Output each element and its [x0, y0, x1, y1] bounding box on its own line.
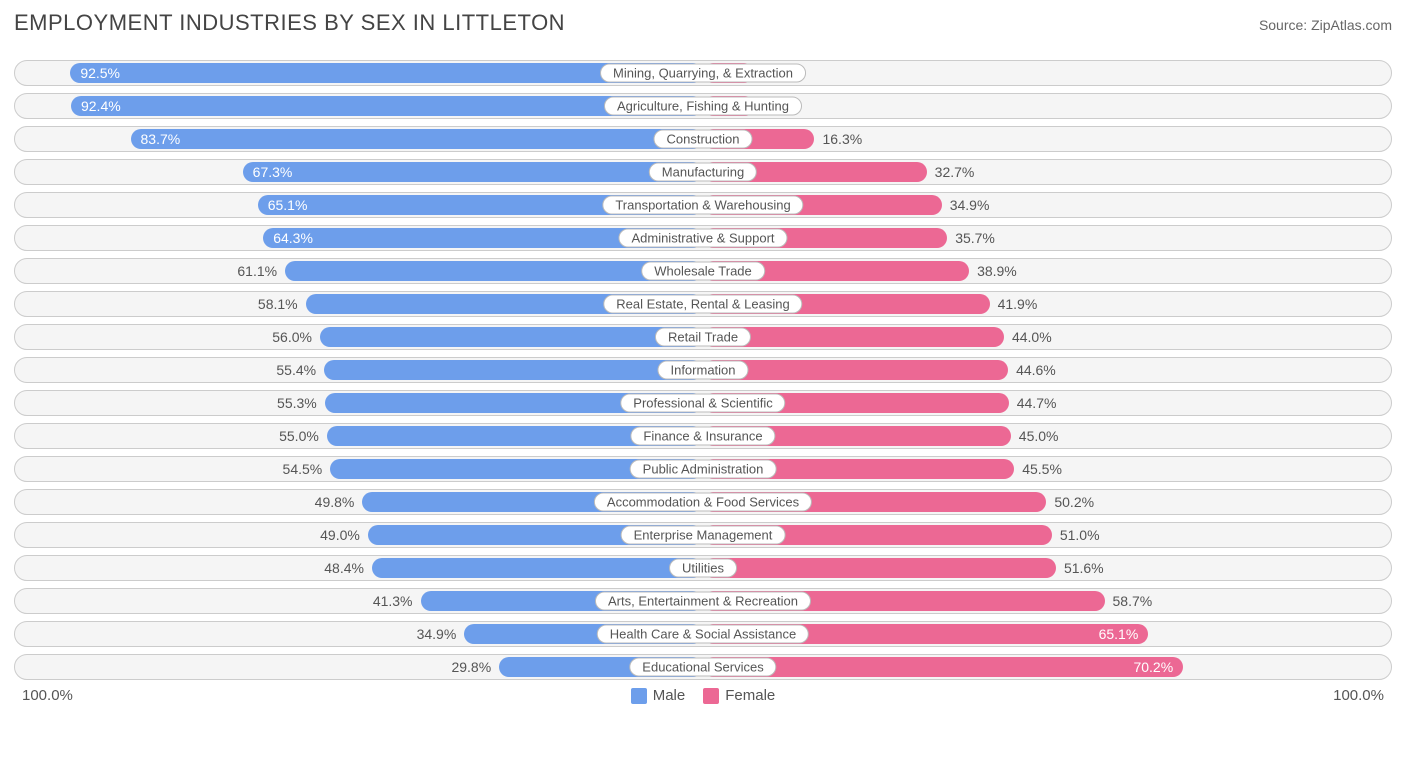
axis-right-label: 100.0%: [1333, 687, 1384, 704]
male-pct-label: 55.3%: [277, 395, 317, 411]
male-pct-label: 92.5%: [80, 65, 120, 81]
diverging-bar-chart: 92.5%7.5%Mining, Quarrying, & Extraction…: [14, 60, 1392, 680]
legend-male: Male: [631, 687, 686, 704]
bar-row: 48.4% 51.6% Utilities: [14, 555, 1392, 581]
female-pct-label: 70.2%: [1133, 659, 1173, 675]
category-label: Accommodation & Food Services: [594, 493, 812, 512]
bar-row: 56.0% 44.0% Retail Trade: [14, 324, 1392, 350]
male-pct-label: 83.7%: [141, 131, 181, 147]
bar-row: 58.1% 41.9% Real Estate, Rental & Leasing: [14, 291, 1392, 317]
category-label: Finance & Insurance: [630, 427, 775, 446]
axis-left-label: 100.0%: [22, 687, 73, 704]
female-pct-label: 51.6%: [1064, 560, 1104, 576]
male-pct-label: 56.0%: [272, 329, 312, 345]
category-label: Professional & Scientific: [620, 394, 785, 413]
female-pct-label: 45.5%: [1022, 461, 1062, 477]
category-label: Public Administration: [630, 460, 777, 479]
bar-row: 65.1% 34.9% Transportation & Warehousing: [14, 192, 1392, 218]
female-pct-label: 51.0%: [1060, 527, 1100, 543]
category-label: Real Estate, Rental & Leasing: [603, 295, 802, 314]
bar-row: 55.4% 44.6% Information: [14, 357, 1392, 383]
female-pct-label: 34.9%: [950, 197, 990, 213]
category-label: Arts, Entertainment & Recreation: [595, 592, 811, 611]
bar-row: 49.8% 50.2% Accommodation & Food Services: [14, 489, 1392, 515]
bar-row: 92.4%7.6%Agriculture, Fishing & Hunting: [14, 93, 1392, 119]
bar-row: 61.1% 38.9% Wholesale Trade: [14, 258, 1392, 284]
male-pct-label: 67.3%: [253, 164, 293, 180]
male-pct-label: 41.3%: [373, 593, 413, 609]
legend-swatch-male: [631, 688, 647, 704]
male-pct-label: 34.9%: [417, 626, 457, 642]
legend: Male Female: [631, 687, 776, 704]
category-label: Enterprise Management: [621, 526, 786, 545]
bar-row: 29.8% 70.2% Educational Services: [14, 654, 1392, 680]
bar-row: 64.3% 35.7% Administrative & Support: [14, 225, 1392, 251]
category-label: Construction: [654, 130, 753, 149]
bar-row: 34.9% 65.1% Health Care & Social Assistanc…: [14, 621, 1392, 647]
category-label: Utilities: [669, 559, 737, 578]
category-label: Wholesale Trade: [641, 262, 765, 281]
male-bar: [372, 558, 703, 578]
female-pct-label: 16.3%: [822, 131, 862, 147]
male-pct-label: 61.1%: [237, 263, 277, 279]
bar-row: 55.0% 45.0% Finance & Insurance: [14, 423, 1392, 449]
male-bar: [243, 162, 703, 182]
bar-row: 83.7% 16.3% Construction: [14, 126, 1392, 152]
category-label: Health Care & Social Assistance: [597, 625, 809, 644]
male-pct-label: 55.0%: [279, 428, 319, 444]
bar-row: 54.5% 45.5% Public Administration: [14, 456, 1392, 482]
legend-female-label: Female: [725, 687, 775, 704]
male-bar: [131, 129, 704, 149]
female-bar: [703, 360, 1008, 380]
female-pct-label: 50.2%: [1054, 494, 1094, 510]
category-label: Retail Trade: [655, 328, 751, 347]
female-pct-label: 58.7%: [1113, 593, 1153, 609]
bar-row: 41.3% 58.7% Arts, Entertainment & Recreati…: [14, 588, 1392, 614]
bar-row: 67.3% 32.7% Manufacturing: [14, 159, 1392, 185]
category-label: Mining, Quarrying, & Extraction: [600, 64, 806, 83]
category-label: Information: [657, 361, 748, 380]
female-pct-label: 38.9%: [977, 263, 1017, 279]
female-pct-label: 41.9%: [998, 296, 1038, 312]
female-pct-label: 44.0%: [1012, 329, 1052, 345]
category-label: Administrative & Support: [618, 229, 787, 248]
male-pct-label: 54.5%: [283, 461, 323, 477]
male-pct-label: 29.8%: [451, 659, 491, 675]
male-bar: [320, 327, 703, 347]
category-label: Transportation & Warehousing: [602, 196, 803, 215]
legend-female: Female: [703, 687, 775, 704]
chart-footer: 100.0% Male Female 100.0%: [14, 687, 1392, 704]
male-pct-label: 49.8%: [315, 494, 355, 510]
category-label: Agriculture, Fishing & Hunting: [604, 97, 802, 116]
legend-swatch-female: [703, 688, 719, 704]
chart-source: Source: ZipAtlas.com: [1259, 17, 1392, 33]
category-label: Manufacturing: [649, 163, 757, 182]
female-bar: [703, 558, 1056, 578]
male-pct-label: 58.1%: [258, 296, 298, 312]
male-pct-label: 65.1%: [268, 197, 308, 213]
legend-male-label: Male: [653, 687, 686, 704]
male-pct-label: 64.3%: [273, 230, 313, 246]
female-pct-label: 44.6%: [1016, 362, 1056, 378]
female-pct-label: 65.1%: [1099, 626, 1139, 642]
male-bar: [324, 360, 703, 380]
chart-title: EMPLOYMENT INDUSTRIES BY SEX IN LITTLETO…: [14, 10, 565, 36]
bar-row: 49.0% 51.0% Enterprise Management: [14, 522, 1392, 548]
female-pct-label: 45.0%: [1019, 428, 1059, 444]
bar-row: 55.3% 44.7% Professional & Scientific: [14, 390, 1392, 416]
bar-row: 92.5%7.5%Mining, Quarrying, & Extraction: [14, 60, 1392, 86]
male-pct-label: 49.0%: [320, 527, 360, 543]
female-pct-label: 44.7%: [1017, 395, 1057, 411]
female-pct-label: 35.7%: [955, 230, 995, 246]
male-pct-label: 92.4%: [81, 98, 121, 114]
female-pct-label: 32.7%: [935, 164, 975, 180]
male-pct-label: 48.4%: [324, 560, 364, 576]
chart-header: EMPLOYMENT INDUSTRIES BY SEX IN LITTLETO…: [14, 10, 1392, 36]
category-label: Educational Services: [629, 658, 776, 677]
male-pct-label: 55.4%: [276, 362, 316, 378]
